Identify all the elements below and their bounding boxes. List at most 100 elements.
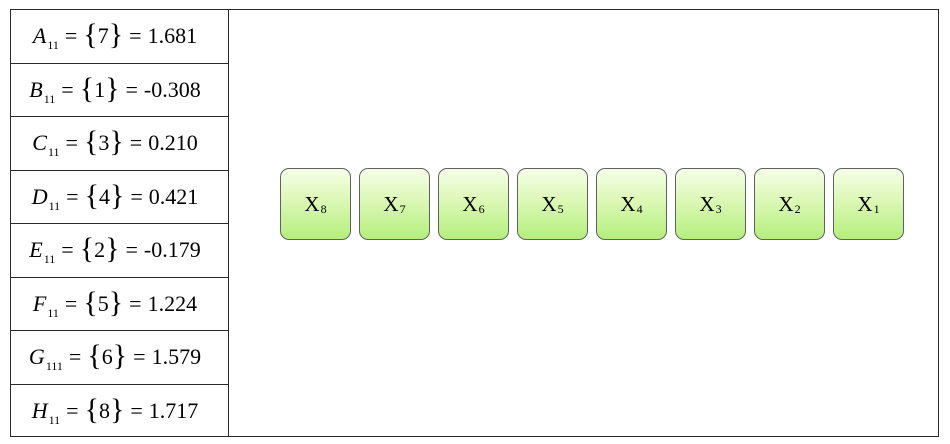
equals-sign: = — [129, 130, 143, 156]
equation-value: -0.179 — [143, 237, 201, 263]
equation-row-b: B11 = {1} = -0.308 — [10, 62, 228, 117]
open-brace: { — [83, 17, 98, 51]
equation-row-a: A11 = {7} = 1.681 — [10, 9, 228, 63]
open-brace: { — [79, 232, 95, 266]
variable-subscript: 111 — [45, 359, 63, 374]
variable-name: A — [32, 22, 47, 48]
x-box-label: X — [778, 191, 794, 216]
set-member: 1 — [94, 76, 106, 102]
x-box-subscript: 7 — [399, 201, 406, 216]
open-brace: { — [84, 392, 99, 426]
equation: D11 = {4} = 0.421 — [31, 180, 199, 213]
variable-name: F — [32, 290, 47, 316]
equals-sign: = — [65, 130, 78, 156]
x-box-label: X — [620, 191, 636, 216]
equation-row-c: C11 = {3} = 0.210 — [10, 116, 228, 170]
x-box-label: X — [383, 191, 399, 216]
variable-subscript: 11 — [47, 37, 59, 52]
open-brace: { — [79, 71, 95, 105]
equation: B11 = {1} = -0.308 — [29, 73, 201, 106]
equation-value: 1.717 — [148, 397, 199, 423]
equals-sign: = — [125, 237, 138, 263]
open-brace: { — [84, 178, 99, 212]
x-box-label: X — [699, 191, 715, 216]
equation: A11 = {7} = 1.681 — [32, 19, 198, 52]
equals-sign: = — [130, 397, 143, 423]
variable-name: C — [32, 130, 47, 156]
close-brace: } — [108, 285, 124, 319]
equation-value: 1.681 — [147, 22, 198, 48]
close-brace: } — [112, 339, 128, 373]
equals-sign: = — [64, 290, 78, 316]
close-brace: } — [109, 125, 124, 159]
variable-subscript: 11 — [48, 412, 61, 427]
equals-sign: = — [125, 76, 138, 102]
equation-row-f: F11 = {5} = 1.224 — [10, 276, 228, 331]
equation: H11 = {8} = 1.717 — [31, 394, 199, 427]
equation-row-g: G111 = {6} = 1.579 — [10, 330, 228, 384]
equals-sign: = — [66, 397, 79, 423]
equation-value: 0.421 — [148, 183, 199, 209]
close-brace: } — [109, 178, 125, 212]
open-brace: { — [87, 339, 102, 373]
equation-row-e: E11 = {2} = -0.179 — [10, 223, 228, 277]
x-box-subscript: 5 — [557, 201, 564, 216]
close-brace: } — [105, 71, 120, 105]
equation-row-d: D11 = {4} = 0.421 — [10, 169, 228, 224]
variable-subscript: 11 — [48, 198, 61, 213]
variable-subscript: 11 — [43, 252, 56, 267]
close-brace: } — [108, 17, 124, 51]
x-box-subscript: 1 — [873, 201, 880, 216]
equation-value: -0.308 — [143, 76, 201, 102]
set-member: 2 — [94, 237, 106, 263]
equals-sign: = — [133, 344, 146, 370]
equals-sign: = — [61, 76, 74, 102]
x-box-subscript: 6 — [478, 201, 485, 216]
set-member: 7 — [97, 22, 109, 48]
variable-name: D — [31, 183, 48, 209]
x-box-subscript: 4 — [636, 201, 643, 216]
x-box-label: X — [304, 191, 320, 216]
equals-sign: = — [129, 22, 142, 48]
x-box-label: X — [462, 191, 478, 216]
equation-value: 0.210 — [148, 130, 198, 156]
x-box-subscript: 3 — [715, 201, 722, 216]
variable-subscript: 11 — [47, 305, 59, 320]
equals-sign: = — [68, 344, 82, 370]
set-member: 3 — [98, 130, 110, 156]
equation-column: A11 = {7} = 1.681 B11 = {1} = -0.308 C11 = {3} = 0.2… — [10, 9, 229, 437]
variable-name: H — [31, 397, 48, 423]
x-box-subscript: 8 — [320, 201, 327, 216]
equation: F11 = {5} = 1.224 — [32, 287, 198, 320]
open-brace: { — [83, 285, 98, 319]
equation-value: 1.224 — [147, 290, 198, 316]
equation-row-h: H11 = {8} = 1.717 — [10, 383, 228, 438]
equals-sign: = — [130, 183, 143, 209]
set-member: 8 — [98, 397, 110, 423]
set-member: 6 — [101, 344, 113, 370]
equals-sign: = — [66, 183, 79, 209]
variable-subscript: 11 — [43, 91, 56, 106]
equals-sign: = — [64, 22, 78, 48]
x-box-subscript: 2 — [794, 201, 801, 216]
equals-sign: = — [61, 237, 74, 263]
variable-name: G — [28, 344, 45, 370]
equation: G111 = {6} = 1.579 — [28, 341, 202, 374]
set-member: 5 — [97, 290, 109, 316]
equals-sign: = — [129, 290, 142, 316]
equation-value: 1.579 — [151, 344, 202, 370]
variable-name: B — [29, 76, 43, 102]
variable-name: E — [29, 237, 43, 263]
equation: C11 = {3} = 0.210 — [32, 127, 198, 160]
set-member: 4 — [98, 183, 110, 209]
x-box-label: X — [541, 191, 557, 216]
